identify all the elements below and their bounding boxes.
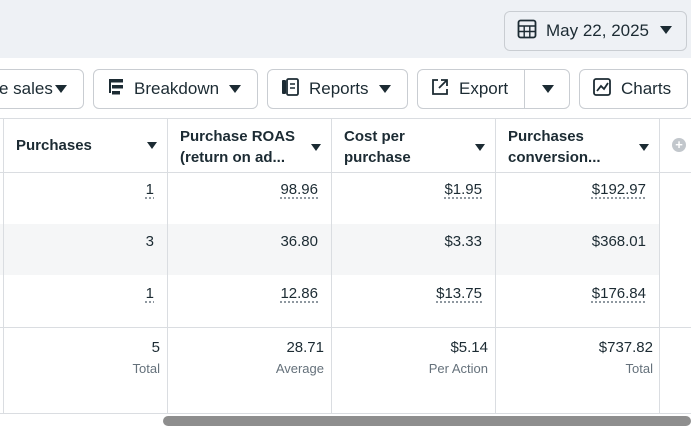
column-header-cost-per-purchase[interactable]: Cost per purchase: [332, 118, 495, 173]
date-range-label: May 22, 2025: [546, 21, 650, 40]
column-header-purchases[interactable]: Purchases: [4, 118, 167, 173]
column-divider: [3, 118, 4, 414]
export-button[interactable]: Export: [417, 69, 570, 109]
calendar-icon: [517, 19, 537, 44]
column-divider: [659, 118, 660, 414]
table-bottom-border: [0, 413, 691, 414]
add-column-plus-icon[interactable]: +: [672, 138, 686, 152]
summary-divider: [0, 327, 691, 328]
summary-roas-label: Average: [275, 361, 324, 376]
summary-purchases: 5: [151, 339, 160, 356]
export-divider: [524, 70, 525, 108]
column-divider: [331, 118, 332, 414]
header-label: Purchases: [16, 137, 92, 154]
export-label: Export: [459, 79, 509, 98]
column-divider: [495, 118, 496, 414]
column-header-purchases-conversion[interactable]: Purchases conversion...: [496, 118, 659, 173]
sort-chevron-icon[interactable]: [311, 144, 321, 151]
header-label: Cost per: [344, 128, 405, 145]
chevron-down-icon: [379, 85, 391, 93]
charts-label: Charts: [621, 79, 672, 98]
sort-chevron-icon[interactable]: [639, 144, 649, 151]
horizontal-scrollbar-thumb[interactable]: [163, 416, 691, 426]
breakdown-icon: [108, 78, 124, 101]
sales-label: e sales: [0, 79, 53, 98]
cell-purchase-roas[interactable]: 12.86: [280, 285, 318, 302]
export-chevron-down-icon[interactable]: [542, 85, 554, 93]
cell-cost-per-purchase: $3.33: [444, 233, 482, 250]
header-label: Purchases: [508, 128, 584, 145]
summary-conv-label: Total: [625, 361, 653, 376]
header-label-line2: conversion...: [508, 149, 601, 166]
date-range-picker[interactable]: May 22, 2025: [504, 11, 687, 51]
cell-purchases: 3: [145, 233, 154, 250]
cell-purchases-conversion[interactable]: $192.97: [591, 181, 646, 198]
chevron-down-icon: [55, 85, 67, 93]
chevron-down-icon: [660, 26, 672, 34]
summary-cost-per-purchase: $5.14: [450, 339, 488, 356]
reports-button[interactable]: Reports: [267, 69, 408, 109]
summary-purchases-label: Total: [132, 361, 160, 376]
header-label: Purchase ROAS: [180, 128, 296, 145]
cell-cost-per-purchase[interactable]: $13.75: [436, 285, 482, 302]
sales-dropdown[interactable]: e sales: [0, 69, 84, 109]
breakdown-button[interactable]: Breakdown: [93, 69, 258, 109]
sort-chevron-icon[interactable]: [147, 142, 157, 149]
header-label-line2: (return on ad...: [180, 149, 285, 166]
breakdown-label: Breakdown: [134, 79, 220, 98]
toolbar: e sales Breakdown Reports: [0, 58, 691, 118]
cell-purchases-conversion: $368.01: [591, 233, 646, 250]
charts-button[interactable]: Charts: [579, 69, 688, 109]
export-icon: [431, 78, 449, 101]
sort-chevron-icon[interactable]: [475, 144, 485, 151]
column-divider: [167, 118, 168, 414]
header-label-line2: purchase: [344, 149, 411, 166]
reports-icon: [281, 77, 299, 101]
summary-purchases-conversion: $737.82: [598, 339, 653, 356]
cell-purchase-roas: 36.80: [280, 233, 318, 250]
data-table: Purchases Purchase ROAS (return on ad...…: [0, 118, 691, 414]
header-divider: [0, 172, 691, 173]
chevron-down-icon: [229, 85, 241, 93]
cell-purchases[interactable]: 1: [145, 285, 154, 302]
summary-cpp-label: Per Action: [428, 361, 488, 376]
reports-label: Reports: [309, 79, 369, 98]
cell-purchase-roas[interactable]: 98.96: [280, 181, 318, 198]
row-band: [0, 224, 660, 275]
cell-cost-per-purchase[interactable]: $1.95: [444, 181, 482, 198]
column-header-purchase-roas[interactable]: Purchase ROAS (return on ad...: [168, 118, 331, 173]
cell-purchases-conversion[interactable]: $176.84: [591, 285, 646, 302]
cell-purchases[interactable]: 1: [145, 181, 154, 198]
charts-icon: [593, 77, 611, 101]
table-border: [0, 118, 691, 119]
summary-purchase-roas: 28.71: [286, 339, 324, 356]
